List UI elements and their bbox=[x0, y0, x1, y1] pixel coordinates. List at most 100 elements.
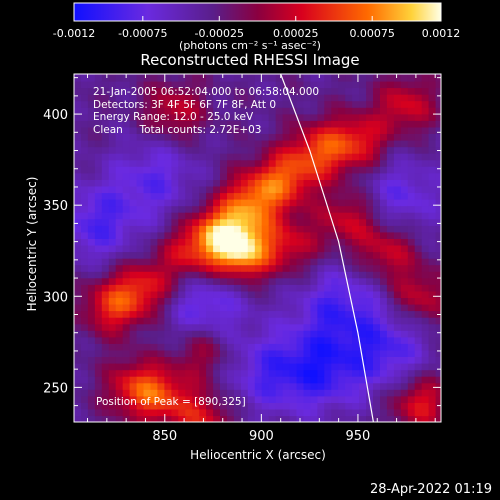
heatmap-cell bbox=[115, 166, 124, 174]
heatmap-cell bbox=[227, 356, 235, 364]
heatmap-cell bbox=[227, 284, 235, 292]
heatmap-cell bbox=[192, 205, 200, 213]
heatmap-cell bbox=[310, 225, 318, 233]
heatmap-cell bbox=[338, 192, 346, 200]
heatmap-cell bbox=[227, 100, 235, 108]
heatmap-cell bbox=[199, 113, 207, 121]
heatmap-cell bbox=[386, 369, 395, 377]
heatmap-cell bbox=[150, 159, 159, 167]
heatmap-cell bbox=[310, 251, 318, 259]
heatmap-cell bbox=[268, 251, 277, 259]
heatmap-cell bbox=[310, 258, 318, 266]
heatmap-cell bbox=[275, 94, 284, 102]
heatmap-cell bbox=[296, 133, 305, 141]
colorbar-tick-label: -0.0012 bbox=[53, 27, 95, 40]
heatmap-cell bbox=[386, 238, 395, 246]
colorbar bbox=[73, 2, 442, 22]
heatmap-cell bbox=[178, 120, 186, 128]
heatmap-cell bbox=[317, 330, 325, 338]
heatmap-cell bbox=[275, 310, 284, 318]
heatmap-cell bbox=[233, 349, 242, 357]
heatmap-cell bbox=[400, 231, 409, 239]
heatmap-cell bbox=[359, 212, 367, 220]
heatmap-cell bbox=[386, 80, 395, 89]
heatmap-cell bbox=[115, 303, 124, 312]
heatmap-cell bbox=[435, 290, 441, 298]
heatmap-cell bbox=[81, 271, 89, 279]
heatmap-cell bbox=[213, 369, 221, 377]
heatmap-cell bbox=[101, 415, 110, 422]
heatmap-cell bbox=[115, 290, 124, 298]
heatmap-cell bbox=[213, 113, 221, 121]
heatmap-cell bbox=[359, 271, 367, 279]
heatmap-cell bbox=[233, 356, 242, 364]
heatmap-cell bbox=[254, 376, 263, 384]
heatmap-cell bbox=[192, 87, 200, 95]
heatmap-cell bbox=[261, 323, 270, 331]
heatmap-cell bbox=[108, 212, 117, 220]
heatmap-cell bbox=[373, 166, 381, 174]
heatmap-cell bbox=[74, 395, 82, 403]
heatmap-cell bbox=[428, 80, 437, 89]
heatmap-cell bbox=[317, 376, 325, 384]
heatmap-cell bbox=[108, 382, 117, 390]
heatmap-cell bbox=[268, 408, 277, 417]
heatmap-cell bbox=[275, 225, 284, 233]
heatmap-cell bbox=[428, 120, 437, 128]
heatmap-cell bbox=[220, 159, 228, 167]
heatmap-cell bbox=[345, 100, 353, 108]
heatmap-cell bbox=[213, 87, 221, 95]
heatmap-cell bbox=[185, 402, 193, 410]
heatmap-cell bbox=[81, 290, 89, 298]
heatmap-cell bbox=[400, 94, 409, 102]
heatmap-cell bbox=[380, 205, 388, 213]
heatmap-cell bbox=[317, 100, 325, 108]
heatmap-cell bbox=[129, 376, 138, 384]
heatmap-cell bbox=[428, 172, 437, 180]
heatmap-cell bbox=[101, 303, 110, 312]
heatmap-cell bbox=[282, 179, 291, 187]
heatmap-cell bbox=[421, 107, 430, 115]
heatmap-cell bbox=[386, 303, 395, 312]
heatmap-cell bbox=[143, 87, 152, 95]
heatmap-cell bbox=[206, 251, 214, 259]
heatmap-cell bbox=[407, 94, 416, 102]
heatmap-cell bbox=[199, 258, 207, 266]
heatmap-cell bbox=[352, 297, 360, 305]
heatmap-cell bbox=[324, 218, 332, 226]
heatmap-cell bbox=[164, 317, 172, 325]
heatmap-cell bbox=[185, 323, 193, 331]
heatmap-cell bbox=[414, 277, 423, 285]
heatmap-cell bbox=[303, 415, 312, 422]
heatmap-cell bbox=[261, 231, 270, 239]
heatmap-cell bbox=[87, 185, 96, 194]
heatmap-cell bbox=[122, 205, 131, 213]
heatmap-cell bbox=[136, 238, 145, 246]
heatmap-cell bbox=[178, 212, 186, 220]
heatmap-cell bbox=[324, 140, 332, 148]
heatmap-cell bbox=[115, 402, 124, 410]
heatmap-cell bbox=[220, 212, 228, 220]
heatmap-cell bbox=[366, 126, 374, 134]
heatmap-cell bbox=[247, 74, 256, 82]
heatmap-cell bbox=[136, 343, 145, 351]
heatmap-cell bbox=[303, 159, 312, 167]
heatmap-cell bbox=[129, 146, 138, 154]
heatmap-cell bbox=[213, 336, 221, 344]
heatmap-cell bbox=[261, 251, 270, 259]
heatmap-cell bbox=[94, 107, 103, 115]
heatmap-cell bbox=[101, 271, 110, 279]
heatmap-cell bbox=[115, 349, 124, 357]
heatmap-cell bbox=[414, 133, 423, 141]
heatmap-cell bbox=[414, 244, 423, 253]
heatmap-cell bbox=[414, 349, 423, 357]
heatmap-cell bbox=[282, 349, 291, 357]
heatmap-cell bbox=[366, 343, 374, 351]
heatmap-cell bbox=[254, 80, 263, 89]
heatmap-cell bbox=[164, 80, 172, 89]
heatmap-cell bbox=[366, 336, 374, 344]
heatmap-cell bbox=[310, 363, 318, 371]
heatmap-cell bbox=[275, 238, 284, 246]
heatmap-cell bbox=[338, 349, 346, 357]
heatmap-cell bbox=[331, 74, 339, 82]
